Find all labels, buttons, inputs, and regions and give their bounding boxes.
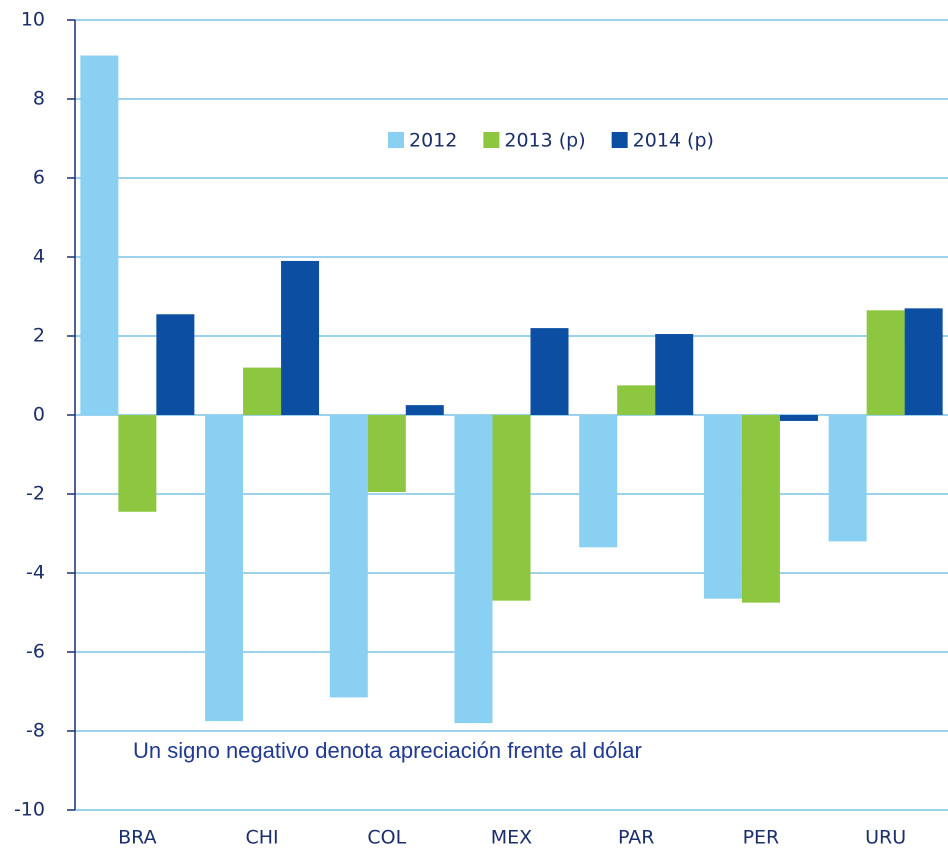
y-tick-label: 2 xyxy=(33,325,45,347)
x-tick-label: URU xyxy=(865,827,906,849)
bar xyxy=(866,310,905,415)
y-tick-label: -6 xyxy=(26,641,45,663)
legend-label: 2013 (p) xyxy=(504,130,585,152)
y-tick-label: 8 xyxy=(33,88,45,110)
legend-swatch xyxy=(388,132,404,148)
bar xyxy=(118,415,157,512)
bar xyxy=(828,415,867,542)
bar xyxy=(156,314,195,415)
bar xyxy=(243,367,282,415)
y-tick-label: -10 xyxy=(14,799,45,821)
legend-label: 2012 xyxy=(409,130,457,152)
bar xyxy=(492,415,531,601)
legend-label: 2014 (p) xyxy=(633,130,714,152)
legend-swatch xyxy=(483,132,500,148)
bar xyxy=(741,415,780,603)
bar xyxy=(655,334,694,415)
y-tick-label: 0 xyxy=(33,404,45,426)
x-tick-label: PAR xyxy=(618,827,654,849)
y-tick-label: 6 xyxy=(33,167,45,189)
x-tick-label: COL xyxy=(367,827,406,849)
y-tick-label: -4 xyxy=(26,562,45,584)
bar xyxy=(703,415,742,599)
x-tick-label: PER xyxy=(743,827,780,849)
bar xyxy=(405,405,444,415)
bar xyxy=(329,415,368,698)
x-tick-label: MEX xyxy=(491,827,532,849)
bar xyxy=(281,260,320,415)
bar xyxy=(80,55,119,416)
bar xyxy=(367,415,406,493)
x-tick-label: BRA xyxy=(118,827,156,849)
y-tick-label: 4 xyxy=(33,246,45,268)
x-tick-label: CHI xyxy=(245,827,278,849)
annotation: Un signo negativo denota apreciación fre… xyxy=(133,738,642,763)
bar xyxy=(454,415,493,724)
bar xyxy=(530,328,569,415)
y-tick-label: -2 xyxy=(26,483,45,505)
bar xyxy=(904,308,943,415)
y-tick-label: 10 xyxy=(21,9,45,31)
bar xyxy=(579,415,618,548)
bar xyxy=(779,415,818,421)
legend-swatch xyxy=(611,132,628,148)
y-tick-label: -8 xyxy=(26,720,45,742)
bar xyxy=(617,385,656,415)
bar xyxy=(205,415,244,722)
